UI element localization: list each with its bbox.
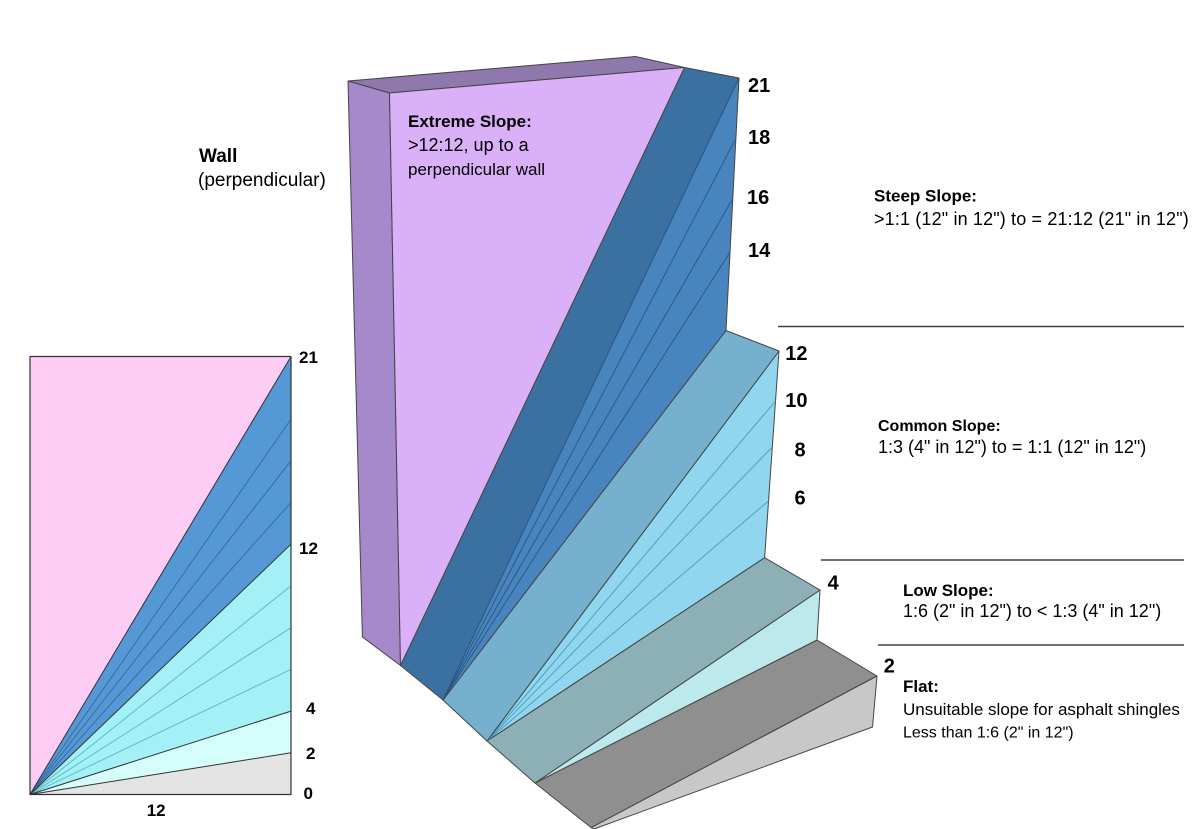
svg-text:4: 4 [306, 699, 316, 718]
svg-text:4: 4 [828, 573, 840, 595]
svg-text:Unsuitable slope for asphalt s: Unsuitable slope for asphalt shingles [903, 700, 1180, 719]
svg-text:1:6 (2" in 12") to < 1:3 (4" i: 1:6 (2" in 12") to < 1:3 (4" in 12") [903, 601, 1161, 621]
svg-text:10: 10 [785, 390, 807, 412]
svg-text:Less than 1:6 (2" in 12"): Less than 1:6 (2" in 12") [903, 725, 1074, 742]
svg-text:8: 8 [795, 440, 806, 462]
svg-text:14: 14 [748, 240, 771, 262]
svg-text:(perpendicular): (perpendicular) [198, 170, 326, 191]
svg-text:Low Slope:: Low Slope: [903, 581, 994, 600]
svg-text:Wall: Wall [199, 146, 237, 167]
svg-text:1:3 (4" in 12") to = 1:1 (12": 1:3 (4" in 12") to = 1:1 (12" in 12") [878, 437, 1146, 457]
svg-text:Common Slope:: Common Slope: [878, 418, 1001, 435]
svg-text:16: 16 [747, 187, 769, 209]
svg-text:21: 21 [748, 75, 770, 97]
svg-text:6: 6 [795, 488, 806, 510]
svg-text:12: 12 [147, 801, 166, 820]
svg-text:2: 2 [884, 656, 895, 678]
svg-text:21: 21 [299, 348, 318, 367]
svg-text:12: 12 [785, 343, 807, 365]
svg-text:Extreme Slope:: Extreme Slope: [408, 112, 532, 131]
svg-text:0: 0 [304, 784, 313, 803]
svg-text:perpendicular wall: perpendicular wall [408, 160, 545, 179]
svg-text:>12:12, up to a: >12:12, up to a [408, 135, 530, 155]
svg-text:18: 18 [748, 127, 770, 149]
svg-text:Steep Slope:: Steep Slope: [874, 187, 977, 206]
svg-text:12: 12 [299, 539, 318, 558]
svg-text:Flat:: Flat: [903, 677, 939, 696]
svg-text:>1:1 (12" in 12") to = 21:12 (: >1:1 (12" in 12") to = 21:12 (21" in 12"… [874, 209, 1189, 229]
svg-text:2: 2 [306, 744, 315, 763]
